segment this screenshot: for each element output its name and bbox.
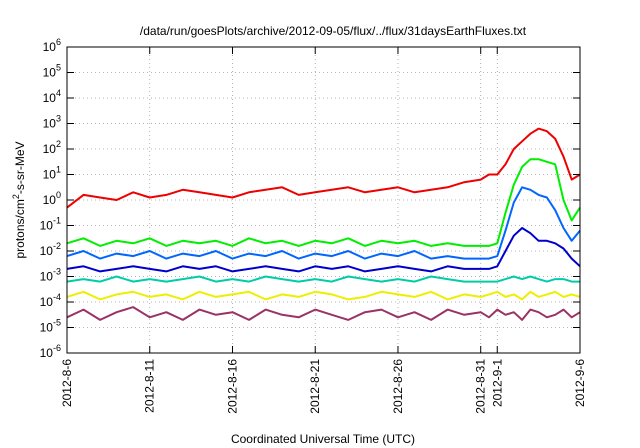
y-tick-base: 10 — [43, 193, 57, 207]
y-tick-label: 10-2 — [40, 241, 61, 258]
y-tick-label: 10-3 — [40, 267, 61, 284]
y-tick-exp: -3 — [53, 267, 61, 277]
series-line-7 — [66, 306, 581, 321]
y-tick-base: 10 — [43, 117, 57, 131]
y-tick-base: 10 — [43, 40, 57, 54]
y-tick-exp: 0 — [56, 190, 61, 200]
x-axis-label: Coordinated Universal Time (UTC) — [231, 432, 415, 446]
y-tick-label: 100 — [43, 190, 61, 207]
y-tick-exp: 5 — [56, 63, 61, 73]
y-tick-exp: 1 — [56, 165, 61, 175]
y-tick-label: 104 — [43, 88, 61, 105]
y-tick-label: 105 — [43, 63, 61, 80]
y-tick-label: 10-1 — [40, 216, 61, 233]
series-line-3 — [66, 186, 581, 260]
y-tick-label: 103 — [43, 114, 61, 131]
series-line-4 — [66, 227, 581, 273]
y-axis-label-rest: -s-sr-MeV — [13, 141, 27, 194]
y-tick-exp: -6 — [53, 343, 61, 353]
y-tick-exp: -1 — [53, 216, 61, 226]
y-tick-base: 10 — [43, 168, 57, 182]
y-tick-base: 10 — [40, 270, 54, 284]
y-tick-exp: -5 — [53, 318, 61, 328]
x-tick-label: 2012-9-6 — [573, 359, 587, 407]
x-axis-ticks: 2012-8-6 2012-8-11 2012-8-16 2012-8-21 2012-… — [60, 47, 587, 414]
y-tick-base: 10 — [40, 321, 54, 335]
x-tick-label: 2012-8-21 — [308, 359, 322, 414]
series-line-5 — [66, 275, 580, 283]
y-tick-label: 10-6 — [40, 343, 61, 360]
y-tick-base: 10 — [40, 295, 54, 309]
y-tick-exp: -2 — [53, 241, 61, 251]
y-tick-base: 10 — [43, 142, 57, 156]
y-tick-label: 101 — [43, 165, 61, 182]
x-tick-label: 2012-8-6 — [60, 359, 74, 407]
y-tick-exp: -4 — [53, 292, 61, 302]
y-tick-exp: 3 — [56, 114, 61, 124]
y-axis-label-base: protons/cm — [13, 199, 27, 258]
y-axis-ticks: 10-610-510-410-310-210-11001011021031041… — [40, 37, 580, 360]
y-tick-exp: 2 — [56, 139, 61, 149]
y-tick-label: 10-5 — [40, 318, 61, 335]
plot-series — [66, 127, 581, 321]
y-tick-label: 102 — [43, 139, 61, 156]
x-tick-label: 2012-8-26 — [391, 359, 405, 414]
series-line-1 — [66, 127, 581, 209]
x-tick-label: 2012-8-11 — [143, 359, 157, 413]
y-tick-base: 10 — [40, 244, 54, 258]
y-tick-label: 10-4 — [40, 292, 61, 309]
y-axis-label: protons/cm2-s-sr-MeV — [11, 141, 27, 258]
series-line-6 — [66, 290, 581, 301]
y-axis-label-sup: 2 — [11, 194, 21, 199]
chart-title: /data/run/goesPlots/archive/2012-09-05/f… — [140, 24, 527, 38]
series-line-2 — [66, 158, 581, 247]
x-tick-label: 2012-8-16 — [225, 359, 239, 414]
y-tick-base: 10 — [43, 66, 57, 80]
x-tick-label: 2012-8-31 — [474, 359, 488, 414]
y-tick-exp: 6 — [56, 37, 61, 47]
x-tick-label: 2012-9-1 — [490, 359, 504, 407]
y-tick-exp: 4 — [56, 88, 61, 98]
grid — [67, 47, 580, 353]
y-tick-label: 106 — [43, 37, 61, 54]
y-tick-base: 10 — [40, 219, 54, 233]
y-tick-base: 10 — [40, 346, 54, 360]
y-tick-base: 10 — [43, 91, 57, 105]
